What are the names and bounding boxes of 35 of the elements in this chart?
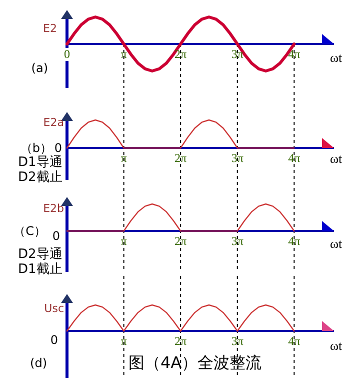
x-axis-title: ωt xyxy=(330,151,343,166)
x-axis-title: ωt xyxy=(330,236,343,251)
text: 0 xyxy=(54,141,62,155)
x-tick-label: 2π xyxy=(174,151,187,165)
text: D2导通 xyxy=(18,247,62,262)
x-tick-label: 0 xyxy=(64,47,70,61)
text: （C） xyxy=(14,224,46,238)
text: (a) xyxy=(31,61,48,75)
x-tick-label: 2π xyxy=(174,334,187,348)
x-tick-label: 3π xyxy=(231,234,244,248)
x-tick-label: 4π xyxy=(288,334,300,348)
x-axis-title: ωt xyxy=(330,338,343,353)
text: （b） xyxy=(20,141,52,155)
x-tick-label: 2π xyxy=(174,234,187,248)
x-tick-label: 2π xyxy=(174,47,187,61)
text: 图（4A）全波整流 xyxy=(128,353,262,372)
text: D1导通 xyxy=(18,155,62,170)
text: (d) xyxy=(30,356,47,370)
y-axis-title: E2a xyxy=(43,116,64,129)
x-tick-label: 3π xyxy=(231,47,244,61)
x-tick-label: π xyxy=(120,234,127,248)
x-tick-label: 4π xyxy=(288,151,300,165)
y-axis-title: E2b xyxy=(43,202,64,215)
text: D1截止 xyxy=(18,262,62,277)
x-tick-label: 3π xyxy=(231,151,244,165)
x-tick-label: π xyxy=(120,47,127,61)
x-tick-label: π xyxy=(120,334,127,348)
x-tick-label: 4π xyxy=(288,234,300,248)
x-axis-title: ωt xyxy=(330,50,343,65)
x-tick-label: 4π xyxy=(288,47,300,61)
y-axis-title: Usc xyxy=(44,302,64,315)
y-axis-title: E2 xyxy=(43,22,57,35)
text: D2截止 xyxy=(18,170,62,185)
x-tick-label: π xyxy=(120,151,127,165)
x-tick-label: 3π xyxy=(231,334,244,348)
